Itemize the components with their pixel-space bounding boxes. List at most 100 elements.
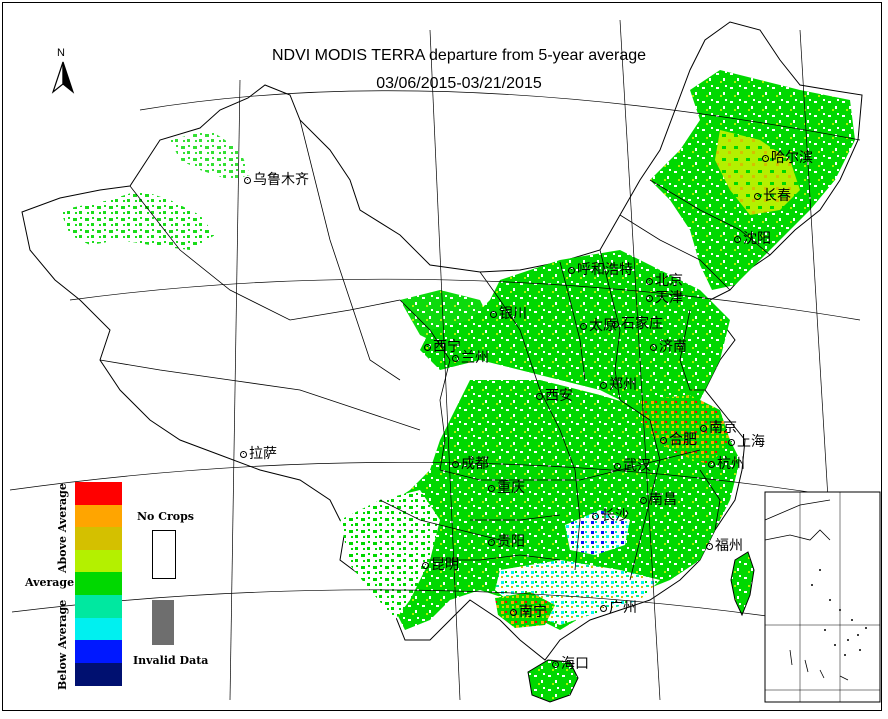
city-name: 合肥 xyxy=(669,432,697,448)
city-label: 拉萨 xyxy=(240,446,277,462)
city-label: 杭州 xyxy=(708,456,745,472)
city-marker-icon xyxy=(754,192,761,200)
legend-average-label: Average xyxy=(25,576,75,589)
legend-swatch-6 xyxy=(75,595,122,618)
map-title: NDVI MODIS TERRA departure from 5-year a… xyxy=(271,47,647,64)
legend-invalid-swatch xyxy=(152,600,174,645)
legend-swatch-9 xyxy=(75,662,122,686)
city-label: 哈尔滨 xyxy=(762,150,813,166)
city-marker-icon xyxy=(706,542,713,550)
city-marker-icon xyxy=(536,392,543,400)
city-label: 南昌 xyxy=(640,492,677,508)
city-marker-icon xyxy=(490,310,497,318)
city-name: 杭州 xyxy=(717,456,745,472)
city-label: 重庆 xyxy=(488,480,525,496)
city-name: 福州 xyxy=(715,538,743,554)
city-marker-icon xyxy=(700,424,707,432)
city-name: 武汉 xyxy=(623,458,651,474)
city-label: 银川 xyxy=(490,306,527,322)
city-marker-icon xyxy=(600,381,607,389)
legend-swatch-8 xyxy=(75,640,122,664)
city-marker-icon xyxy=(424,343,431,351)
map-date-range: 03/06/2015-03/21/2015 xyxy=(376,75,542,92)
city-name: 西安 xyxy=(545,388,573,404)
legend-above-label: Above Average xyxy=(56,483,69,573)
city-name: 石家庄 xyxy=(621,316,663,332)
city-marker-icon xyxy=(488,538,495,546)
city-marker-icon xyxy=(452,460,459,468)
city-label: 上海 xyxy=(728,434,765,450)
city-name: 西宁 xyxy=(433,339,461,355)
city-marker-icon xyxy=(580,322,587,330)
city-marker-icon xyxy=(762,154,769,162)
city-name: 太原 xyxy=(589,318,617,334)
city-name: 郑州 xyxy=(609,377,637,393)
city-marker-icon xyxy=(728,438,735,446)
city-marker-icon xyxy=(708,460,715,468)
city-marker-icon xyxy=(452,354,459,362)
city-name: 沈阳 xyxy=(743,231,771,247)
graticule xyxy=(9,19,861,701)
legend-swatch-4 xyxy=(75,549,122,573)
south-china-sea-inset xyxy=(764,491,881,703)
city-name: 南昌 xyxy=(649,492,677,508)
north-arrow-icon xyxy=(51,61,75,94)
city-marker-icon xyxy=(552,660,559,668)
city-label: 石家庄 xyxy=(612,316,663,332)
legend-no-crops-swatch xyxy=(152,530,176,579)
city-label: 天津 xyxy=(646,290,683,306)
city-marker-icon xyxy=(510,608,517,616)
city-label: 北京 xyxy=(646,273,683,289)
city-name: 南宁 xyxy=(519,604,547,620)
city-name: 贵阳 xyxy=(497,534,525,550)
city-name: 乌鲁木齐 xyxy=(253,172,309,188)
city-name: 拉萨 xyxy=(249,446,277,462)
city-marker-icon xyxy=(568,266,575,274)
city-name: 成都 xyxy=(461,456,489,472)
city-name: 南京 xyxy=(709,420,737,436)
city-marker-icon xyxy=(240,450,247,458)
ndvi-northwest-corridor xyxy=(400,290,495,345)
city-label: 太原 xyxy=(580,318,617,334)
city-name: 呼和浩特 xyxy=(577,262,633,278)
ndvi-northeast-light xyxy=(715,130,800,215)
ndvi-xinjiang xyxy=(60,190,215,250)
ndvi-hunan-blue xyxy=(565,510,630,555)
city-name: 济南 xyxy=(659,339,687,355)
city-label: 长春 xyxy=(754,188,791,204)
figure-frame xyxy=(2,2,882,711)
city-name: 广州 xyxy=(609,600,637,616)
city-marker-icon xyxy=(612,320,619,328)
city-label: 乌鲁木齐 xyxy=(244,172,309,188)
city-label: 济南 xyxy=(650,339,687,355)
city-name: 上海 xyxy=(737,434,765,450)
ndvi-southwest-sparse xyxy=(340,490,440,620)
city-name: 重庆 xyxy=(497,480,525,496)
city-marker-icon xyxy=(646,294,653,302)
city-marker-icon xyxy=(600,604,607,612)
ndvi-east-warm xyxy=(640,395,730,465)
city-label: 昆明 xyxy=(422,557,459,573)
city-label: 兰州 xyxy=(452,350,489,366)
city-name: 长春 xyxy=(763,188,791,204)
city-marker-icon xyxy=(660,436,667,444)
city-label: 合肥 xyxy=(660,432,697,448)
city-label: 武汉 xyxy=(614,458,651,474)
ndvi-xinjiang-north xyxy=(170,130,250,180)
city-marker-icon xyxy=(592,512,599,520)
city-label: 长沙 xyxy=(592,508,629,524)
legend-swatch-2 xyxy=(75,504,122,528)
city-name: 哈尔滨 xyxy=(771,150,813,166)
ndvi-nanning-warm xyxy=(495,592,555,628)
city-name: 银川 xyxy=(499,306,527,322)
city-label: 广州 xyxy=(600,600,637,616)
legend-below-label: Below Average xyxy=(56,599,69,690)
city-marker-icon xyxy=(488,484,495,492)
city-name: 北京 xyxy=(655,273,683,289)
city-marker-icon xyxy=(422,561,429,569)
city-label: 贵阳 xyxy=(488,534,525,550)
city-label: 郑州 xyxy=(600,377,637,393)
legend-swatch-1 xyxy=(75,482,122,505)
legend-invalid-label: Invalid Data xyxy=(133,654,209,667)
legend-swatch-7 xyxy=(75,617,122,641)
